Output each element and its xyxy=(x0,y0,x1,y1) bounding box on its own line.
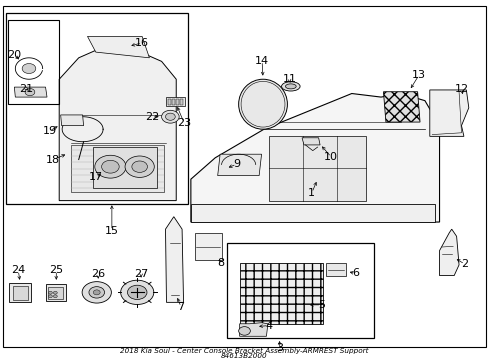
Text: 4: 4 xyxy=(265,320,272,330)
Circle shape xyxy=(82,282,111,303)
Polygon shape xyxy=(165,217,183,302)
Bar xyxy=(5,13,188,204)
Bar xyxy=(48,287,63,299)
Bar xyxy=(172,99,174,105)
Circle shape xyxy=(127,285,147,300)
Text: 18: 18 xyxy=(46,154,61,165)
Circle shape xyxy=(53,291,57,294)
Text: 7: 7 xyxy=(177,302,184,312)
Polygon shape xyxy=(190,204,434,222)
Text: 16: 16 xyxy=(135,38,149,48)
Polygon shape xyxy=(302,138,320,145)
Bar xyxy=(227,243,373,338)
Text: 84613B2000: 84613B2000 xyxy=(221,353,267,359)
Ellipse shape xyxy=(238,79,287,129)
Text: 14: 14 xyxy=(254,56,268,66)
Circle shape xyxy=(95,155,126,178)
Bar xyxy=(326,263,345,276)
Circle shape xyxy=(238,327,250,335)
Text: 12: 12 xyxy=(454,84,468,94)
Text: 17: 17 xyxy=(89,172,103,183)
Polygon shape xyxy=(87,36,149,58)
Text: 9: 9 xyxy=(233,159,240,169)
Circle shape xyxy=(93,290,100,295)
Polygon shape xyxy=(239,323,267,336)
Circle shape xyxy=(102,160,119,173)
Text: 13: 13 xyxy=(411,70,425,80)
Ellipse shape xyxy=(285,84,296,89)
Text: 22: 22 xyxy=(144,112,159,122)
Polygon shape xyxy=(59,47,176,201)
Bar xyxy=(176,99,178,105)
Circle shape xyxy=(89,287,104,298)
Bar xyxy=(45,284,66,301)
Circle shape xyxy=(125,156,154,177)
Text: 19: 19 xyxy=(42,126,57,136)
Polygon shape xyxy=(383,92,419,122)
Polygon shape xyxy=(268,136,366,201)
Text: 15: 15 xyxy=(104,226,119,235)
Text: 10: 10 xyxy=(324,152,338,162)
Polygon shape xyxy=(61,115,83,126)
Bar xyxy=(168,99,170,105)
Polygon shape xyxy=(93,147,157,188)
Text: 2018 Kia Soul - Center Console Bracket Assembly-ARMREST Support: 2018 Kia Soul - Center Console Bracket A… xyxy=(120,348,368,354)
Ellipse shape xyxy=(281,82,300,91)
Circle shape xyxy=(132,161,147,172)
Bar xyxy=(180,99,182,105)
Text: 27: 27 xyxy=(134,269,148,279)
Circle shape xyxy=(25,89,35,96)
Polygon shape xyxy=(190,94,439,222)
Text: 26: 26 xyxy=(91,269,105,279)
Text: 20: 20 xyxy=(7,50,21,60)
Polygon shape xyxy=(217,154,261,176)
Bar xyxy=(9,283,31,302)
Text: 6: 6 xyxy=(351,269,359,278)
Bar xyxy=(239,263,322,324)
Circle shape xyxy=(22,63,36,73)
Text: 23: 23 xyxy=(177,118,191,128)
Circle shape xyxy=(121,280,154,305)
Polygon shape xyxy=(71,145,163,192)
Bar xyxy=(194,233,221,260)
Bar xyxy=(166,97,184,106)
Circle shape xyxy=(48,291,52,294)
Text: 8: 8 xyxy=(217,258,224,268)
Text: 25: 25 xyxy=(49,265,63,275)
Text: 1: 1 xyxy=(307,188,315,198)
Circle shape xyxy=(48,295,52,298)
Text: 24: 24 xyxy=(11,265,25,275)
Text: 2: 2 xyxy=(460,259,468,269)
Bar xyxy=(13,285,27,300)
Text: 11: 11 xyxy=(282,73,296,84)
Polygon shape xyxy=(14,87,47,97)
Circle shape xyxy=(165,113,175,120)
Bar xyxy=(8,20,59,104)
Circle shape xyxy=(161,110,179,123)
Circle shape xyxy=(53,295,57,298)
Text: 3: 3 xyxy=(276,343,283,354)
Text: 21: 21 xyxy=(19,84,33,94)
Polygon shape xyxy=(439,229,458,276)
Text: 5: 5 xyxy=(317,300,325,310)
Polygon shape xyxy=(429,90,468,136)
